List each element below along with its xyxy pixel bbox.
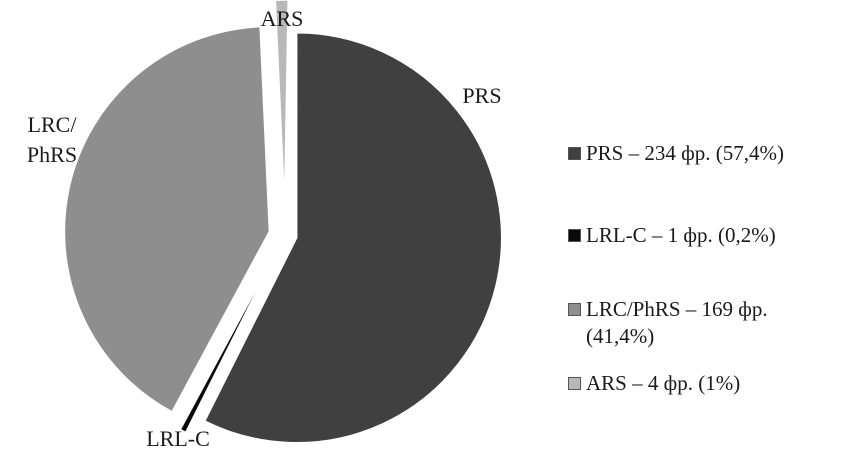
legend-label-prs: PRS – 234 фр. (57,4%) [586, 141, 784, 165]
legend-item-lrl-c: LRL-C – 1 фр. (0,2%) [568, 222, 776, 249]
legend-swatch-lrc-phrs [568, 303, 581, 316]
slice-label-prs: PRS [462, 83, 501, 108]
pie-slice-lrlc [179, 248, 279, 434]
legend-label-lrc-phrs: LRC/PhRS – 169 фр. (41,4%) [586, 297, 768, 348]
legend-item-prs: PRS – 234 фр. (57,4%) [568, 140, 784, 167]
pie-slice-prs [203, 32, 503, 444]
pie-slice-lrc [63, 25, 271, 413]
slice-label-lrlc: LRL-C [146, 426, 210, 451]
legend-item-ars: ARS – 4 фр. (1%) [568, 370, 740, 397]
legend-swatch-ars [568, 377, 581, 390]
legend-label-ars: ARS – 4 фр. (1%) [586, 371, 741, 395]
legend-swatch-lrl-c [568, 229, 581, 242]
slice-label-ars: ARS [261, 6, 304, 31]
pie-chart: PRS LRL-C LRC/PhRS ARS [27, 0, 503, 451]
legend-swatch-prs [568, 147, 581, 160]
legend-item-lrc-phrs: LRC/PhRS – 169 фр. (41,4%) [568, 296, 833, 350]
pie-slice-ars [274, 0, 289, 206]
legend-label-lrl-c: LRL-C – 1 фр. (0,2%) [586, 223, 776, 247]
slice-label-lrc: LRC/PhRS [27, 112, 77, 167]
